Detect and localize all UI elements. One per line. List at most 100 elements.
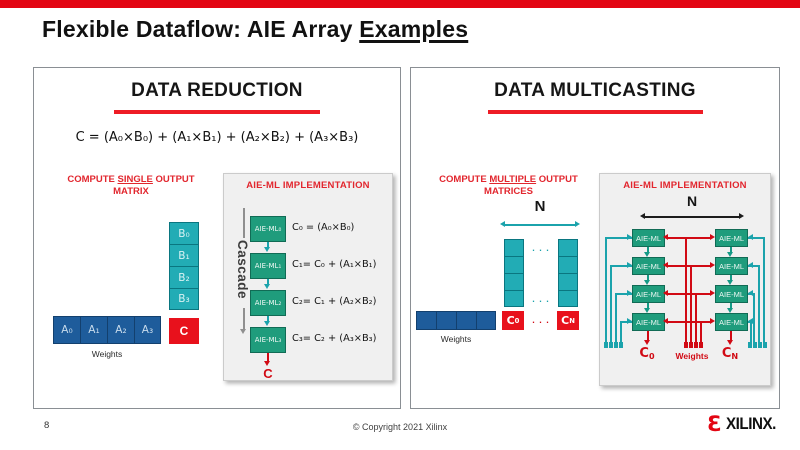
input-port [619,342,623,348]
weights-port [689,342,693,348]
weights-port [699,342,703,348]
aie-ml-tile: AIE-ML₁ [250,253,286,279]
tile-equation: C₀ = (A₀×B₀) [292,222,355,233]
multicast-arrowhead-icon [663,318,668,324]
input-arrowhead-icon [627,318,632,324]
n-arrowhead-icon [640,213,645,219]
heading-underline [114,110,320,114]
multicast-line [668,321,710,323]
a-weights-cell: A₂ [107,316,134,344]
cascade-label: Cascade [235,240,250,300]
c0-base: C [639,346,649,361]
cascade-link-arrowhead-icon [264,321,270,326]
weights-port [694,342,698,348]
multicast-line [668,265,710,267]
output-arrowhead-icon [264,361,270,366]
b-matrix-cell: B₁ [169,244,199,266]
aie-ml-tile: AIE-ML [715,313,748,331]
n-count-label: N [686,193,698,209]
panel-heading: DATA REDUCTION [131,80,303,101]
input-port [758,342,762,348]
cascade-link-line [267,242,269,248]
output-cn-label: CN [713,346,747,361]
input-arrowhead-icon [748,318,753,324]
compute-emphasis: MULTIPLE [489,174,537,185]
cascade-arrow-line [243,308,245,330]
column-link-arrowhead-icon [727,280,733,285]
input-port [604,342,608,348]
multicast-line [668,237,710,239]
column-link-arrowhead-icon [727,308,733,313]
multicast-arrowhead-icon [710,234,715,240]
xilinx-logo: Ɛ XILINX. [707,414,780,435]
input-port [763,342,767,348]
a-weights-cell: A₀ [53,316,80,344]
cn-sub: N [569,316,575,325]
cn-base: C [561,314,570,327]
compute-single-label: COMPUTE SINGLE OUTPUT MATRIX [42,174,220,199]
cascade-link-line [267,316,269,322]
matrix-cell [558,290,578,307]
input-arrowhead-icon [627,290,632,296]
xilinx-logo-text: XILINX. [725,415,776,433]
input-wire [748,321,752,342]
c0-sub: 0 [648,352,655,361]
aie-ml-tile: AIE-ML₀ [250,216,286,242]
page-number: 8 [44,420,50,431]
weights-feed-line [695,294,697,342]
compute-line1: COMPUTE SINGLE OUTPUT [42,174,220,186]
n-arrowhead-icon [575,221,580,227]
c0-sub: 0 [514,316,520,325]
matrix-cell [558,256,578,273]
column-link-arrowhead-icon [727,252,733,257]
n-arrow-line [645,216,739,218]
input-arrowhead-icon [627,262,632,268]
implementation-heading: AIE-ML IMPLEMENTATION [246,180,370,191]
output-arrow-line [730,331,732,341]
input-wire [605,237,632,342]
aie-ml-tile: AIE-ML [632,285,665,303]
compute-prefix: COMPUTE [67,174,118,185]
ellipsis-dots: . . . [532,294,550,304]
column-link-arrowhead-icon [644,280,650,285]
c-output-box: C [169,318,199,344]
xilinx-logo-icon: Ɛ [707,412,722,436]
cascade-arrow-line [243,208,245,238]
cascade-link-arrowhead-icon [264,247,270,252]
weights-port [684,342,688,348]
weights-row [416,311,496,330]
b-matrix-cell: B₀ [169,222,199,244]
input-port [753,342,757,348]
multicast-line [668,293,710,295]
weights-feed-line [685,238,687,342]
n-arrowhead-icon [500,221,505,227]
column-link-line [647,303,649,309]
weights-cell [476,311,496,330]
c0-base: C [506,314,515,327]
input-arrowhead-icon [748,234,753,240]
tile-equation: C₂= C₁ + (A₂×B₂) [292,296,377,307]
input-port [609,342,613,348]
weights-cell [456,311,476,330]
weights-label: Weights [440,334,472,344]
cn-sub: N [731,352,739,361]
compute-line1: COMPUTE MULTIPLE OUTPUT [431,174,586,186]
n-arrow-line [505,224,575,226]
n-arrowhead-icon [739,213,744,219]
matrix-cell [504,239,524,256]
output-c-label: C [263,366,273,381]
compute-multiple-label: COMPUTE MULTIPLE OUTPUT MATRICES [431,174,586,199]
aie-ml-tile: AIE-ML [715,257,748,275]
aie-ml-tile: AIE-ML [715,229,748,247]
compute-suffix: OUTPUT [536,174,578,185]
input-port [614,342,618,348]
matrix-column-last [558,239,578,307]
n-count-label: N [534,198,546,215]
input-wire [615,293,632,342]
ellipsis-dots: . . . [532,315,550,325]
weights-label: Weights [675,351,709,361]
aie-ml-tile: AIE-ML₂ [250,290,286,316]
aie-ml-tile: AIE-ML [632,313,665,331]
matrix-cell [504,273,524,290]
